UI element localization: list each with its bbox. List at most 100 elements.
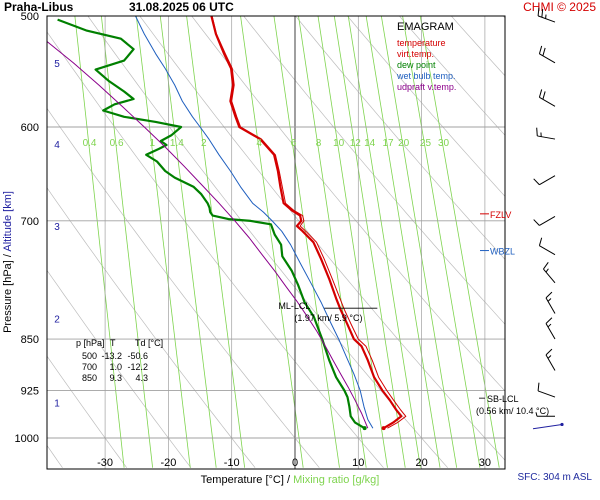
dry-adiabat-line: [139, 16, 505, 461]
wind-barb-staff: [537, 135, 556, 140]
sb-lcl-label: SB-LCL: [487, 394, 519, 404]
altitude-tick-label: 4: [54, 140, 60, 151]
wind-barb: [533, 216, 556, 226]
altitude-tick-label: 3: [54, 222, 60, 233]
mixing-ratio-line: [273, 16, 340, 468]
altitude-tick-label: 1: [54, 398, 60, 409]
wind-barb: [545, 348, 556, 371]
wet-bulb-line: [135, 16, 374, 429]
temperature-tick-label: -20: [160, 457, 176, 469]
wind-barb-staff: [539, 175, 556, 186]
wind-barb: [543, 262, 556, 284]
dry-adiabat-line: [47, 107, 320, 468]
mixing-ratio-label: 12: [350, 138, 362, 149]
wind-barb: [535, 412, 555, 417]
wind-barb-staff: [539, 216, 556, 226]
table-cell: 9.3: [109, 373, 122, 383]
wind-barb-staff: [543, 268, 556, 284]
wind-barb-flag: [537, 7, 540, 16]
mixing-ratio-label: 1.4: [170, 138, 184, 149]
station-name: Praha-Libus: [4, 0, 74, 14]
pressure-tick-label: 850: [21, 334, 39, 346]
table-cell: 4.3: [135, 373, 148, 383]
wind-barb-flag: [545, 291, 553, 299]
wind-barb-flag: [538, 237, 543, 246]
temperature-tick-label: -10: [224, 457, 240, 469]
mixing-ratio-label: 8: [316, 138, 322, 149]
virtual-temperature-line: [211, 16, 407, 429]
wind-barb: [533, 175, 556, 186]
mixing-ratio-line: [100, 16, 154, 468]
credit-label: CHMI © 2025: [523, 0, 596, 14]
wind-barb-flag: [536, 127, 538, 136]
temperature-line: [210, 16, 403, 430]
temperature-surface-marker: [381, 426, 386, 431]
mixing-ratio-line: [186, 16, 246, 468]
plot-area: [47, 0, 600, 469]
pressure-tick-label: 700: [21, 216, 39, 228]
mixing-ratio-line: [159, 16, 217, 468]
table-cell: -13.2: [101, 351, 122, 361]
y-axis-altitude-label: Altitude [km]: [2, 191, 14, 252]
wind-barb: [545, 291, 556, 314]
wind-barb-staff: [545, 354, 556, 371]
sb-lcl-detail: (0.56 km/ 10.4 °C): [476, 406, 549, 416]
table-cell: 700: [82, 362, 97, 372]
mixing-ratio-label: 20: [398, 138, 410, 149]
mixing-ratio-line: [419, 16, 500, 468]
wind-barb-half-flag: [545, 268, 549, 273]
mixing-ratio-line: [240, 16, 304, 468]
temperature-tick-label: 10: [352, 457, 364, 469]
wind-barb-half-flag: [547, 355, 552, 359]
wind-barb: [538, 45, 556, 64]
legend-entry: wet bulb temp.: [396, 71, 456, 81]
table-header-cell: T: [110, 338, 116, 348]
wind-barb: [545, 317, 556, 340]
wind-barb-flag: [545, 317, 553, 324]
legend-entry: virt.temp.: [397, 49, 434, 59]
mixing-ratio-line: [333, 16, 406, 468]
wind-barb-staff: [537, 390, 556, 398]
wind-barb: [538, 237, 556, 256]
altitude-tick-label: 2: [54, 315, 60, 326]
mixing-ratio-label: 25: [420, 138, 432, 149]
wind-barb-flag: [543, 262, 549, 270]
wind-barb: [538, 89, 556, 107]
mixing-ratio-label: 6: [291, 138, 297, 149]
ml-lcl-detail: (1.97 km/ 5.9 °C): [294, 313, 362, 323]
x-axis-temp-label: Temperature [°C] /: [201, 474, 293, 486]
dry-adiabat-line: [295, 16, 505, 260]
dry-adiabat-line: [47, 187, 256, 468]
dry-adiabat-line: [347, 16, 505, 197]
x-axis-title: Temperature [°C] / Mixing ratio [g/kg]: [201, 474, 380, 486]
sounding-time: 31.08.2025 06 UTC: [129, 0, 234, 14]
wind-barb: [536, 127, 556, 140]
dry-adiabat-line: [532, 0, 600, 468]
mixing-ratio-line: [380, 16, 458, 468]
wind-barb-flag: [542, 47, 546, 56]
table-cell: -50.6: [127, 351, 148, 361]
dew-point-line: [57, 18, 366, 430]
wind-barb-half-flag: [535, 412, 538, 417]
mixing-ratio-line: [317, 16, 388, 468]
mixing-ratio-label: 14: [364, 138, 376, 149]
dry-adiabat-line: [191, 16, 505, 392]
wind-barb-flag: [538, 89, 543, 98]
legend-title: EMAGRAM: [397, 21, 454, 33]
legend-entry: udpraft v.temp.: [397, 82, 456, 92]
mixing-ratio-line: [347, 16, 421, 468]
wind-barb: [537, 382, 556, 398]
mixing-ratio-label: 1: [150, 138, 156, 149]
y-axis-title: Pressure [hPa] / Altitude [km]: [2, 191, 14, 333]
wind-barb-staff: [539, 53, 556, 64]
dry-adiabat-line: [87, 16, 448, 468]
table-cell: 850: [82, 373, 97, 383]
wind-barb-staff: [539, 96, 556, 107]
dry-adiabat-line: [47, 31, 384, 468]
mixing-ratio-line: [402, 16, 481, 468]
temperature-tick-label: 20: [415, 457, 427, 469]
table-cell: -12.2: [127, 362, 148, 372]
temperature-tick-label: -30: [97, 457, 113, 469]
mixing-ratio-label: 0.4: [83, 138, 97, 149]
